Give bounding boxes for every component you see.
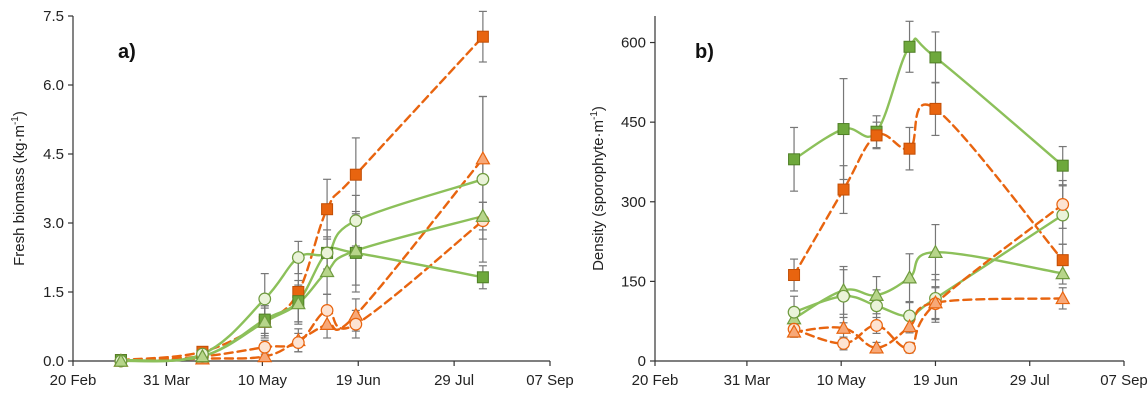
data-point-orange-triangle — [1055, 290, 1071, 305]
data-point-green-square — [903, 40, 916, 53]
data-point-green-circle — [476, 172, 490, 186]
y-tick-label: 0 — [638, 353, 646, 370]
x-tick-label: 07 Sep — [1100, 372, 1148, 389]
series-line-orange-triangle — [792, 297, 1064, 349]
data-point-orange-square — [903, 142, 916, 155]
data-point-orange-square — [788, 269, 801, 282]
data-point-green-circle — [787, 305, 801, 319]
data-point-green-triangle — [113, 353, 129, 367]
chart-1: 0 150 300 450 600 20 Feb 31 Mar 10 May 19 Jun 29 … — [589, 16, 1148, 389]
data-point-green-triangle — [927, 244, 943, 258]
data-point-green-triangle — [290, 295, 306, 310]
data-point-green-triangle — [257, 314, 273, 328]
x-tick-label: 29 Jul — [1010, 372, 1050, 389]
data-point-orange-square — [929, 102, 942, 115]
data-point-green-circle — [870, 299, 883, 313]
panel-label: a) — [118, 41, 136, 63]
data-point-orange-circle — [870, 319, 883, 332]
data-point-green-triangle — [194, 348, 210, 363]
data-point-green-circle — [349, 214, 363, 228]
data-point-orange-triangle — [869, 339, 885, 354]
x-tick-label: 31 Mar — [143, 372, 190, 389]
x-tick-label: 10 May — [817, 372, 867, 389]
y-tick-label: 3.0 — [43, 215, 64, 232]
data-point-green-circle — [1056, 208, 1070, 222]
y-axis-label: Density (sporophyte·m-1) — [589, 106, 607, 271]
y-tick-label: 600 — [621, 35, 646, 52]
data-point-orange-square — [476, 30, 489, 43]
x-tick-label: 20 Feb — [632, 372, 679, 389]
data-point-orange-circle — [291, 336, 305, 350]
series-line-green-square — [792, 37, 1064, 167]
data-point-orange-square — [321, 203, 334, 216]
data-point-orange-square — [837, 183, 850, 196]
x-tick-label: 19 Jun — [913, 372, 958, 389]
data-point-green-triangle — [475, 208, 491, 222]
data-point-orange-triangle — [319, 316, 335, 330]
y-tick-label: 450 — [621, 114, 646, 131]
data-point-green-triangle — [1055, 265, 1071, 280]
data-point-orange-triangle — [836, 320, 852, 334]
y-axis-label: Fresh biomass (kg·m-1) — [10, 111, 28, 266]
data-point-orange-square — [349, 168, 362, 181]
data-point-green-circle — [291, 251, 305, 264]
y-tick-label: 1.5 — [43, 284, 64, 301]
x-tick-label: 20 Feb — [50, 372, 97, 389]
x-tick-label: 31 Mar — [724, 372, 771, 389]
y-tick-label: 150 — [621, 273, 646, 290]
data-point-green-circle — [837, 289, 850, 303]
data-point-green-square — [476, 271, 489, 284]
y-tick-label: 4.5 — [43, 146, 64, 163]
x-tick-label: 29 Jul — [434, 372, 474, 389]
data-point-green-circle — [320, 246, 334, 260]
y-tick-label: 300 — [621, 194, 646, 211]
data-point-green-square — [837, 123, 850, 136]
data-point-orange-triangle — [786, 324, 802, 338]
y-tick-label: 6.0 — [43, 77, 64, 94]
data-point-green-triangle — [348, 242, 364, 257]
y-tick-label: 7.5 — [43, 8, 64, 25]
data-point-orange-circle — [258, 340, 272, 354]
series-line-orange-square — [119, 35, 485, 362]
data-point-green-triangle — [319, 263, 335, 278]
data-point-orange-square — [870, 129, 883, 142]
data-point-orange-circle — [349, 317, 363, 331]
x-tick-label: 07 Sep — [526, 372, 574, 389]
data-point-orange-circle — [903, 341, 916, 355]
data-point-green-square — [929, 51, 942, 64]
chart-0: 0.0 1.5 3.0 4.5 6.0 7.5 20 Feb 31 Mar 10 May 19 J… — [10, 8, 574, 389]
x-tick-label: 19 Jun — [336, 372, 381, 389]
data-point-orange-triangle — [475, 150, 491, 165]
x-tick-label: 10 May — [238, 372, 288, 389]
y-tick-label: 0.0 — [43, 353, 64, 370]
series-line-green-triangle — [792, 250, 1064, 320]
data-point-green-triangle — [902, 269, 918, 284]
data-point-orange-circle — [837, 337, 850, 350]
data-point-green-square — [788, 153, 801, 166]
data-point-orange-triangle — [902, 318, 918, 333]
data-point-green-square — [1056, 159, 1069, 172]
data-point-orange-square — [1056, 254, 1069, 267]
data-point-orange-circle — [1056, 198, 1070, 211]
data-point-orange-circle — [320, 304, 334, 317]
panel-label: b) — [695, 41, 714, 63]
data-point-green-circle — [258, 292, 272, 306]
data-point-orange-triangle — [257, 348, 273, 363]
data-point-orange-triangle — [927, 294, 943, 309]
